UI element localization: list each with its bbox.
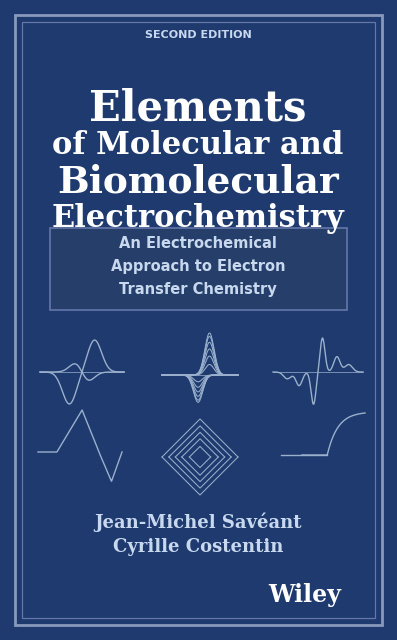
Text: Electrochemistry: Electrochemistry xyxy=(52,202,344,234)
Text: An Electrochemical: An Electrochemical xyxy=(119,236,277,250)
Bar xyxy=(22,22,375,618)
Text: Jean-Michel Savéant: Jean-Michel Savéant xyxy=(94,512,302,532)
Text: Elements: Elements xyxy=(89,87,307,129)
Bar xyxy=(50,228,347,310)
Text: Wiley: Wiley xyxy=(268,583,341,607)
Text: Cyrille Costentin: Cyrille Costentin xyxy=(113,538,283,556)
Text: of Molecular and: of Molecular and xyxy=(52,129,344,161)
Text: Transfer Chemistry: Transfer Chemistry xyxy=(119,282,277,296)
Text: Biomolecular: Biomolecular xyxy=(57,163,339,200)
Text: SECOND EDITION: SECOND EDITION xyxy=(145,30,251,40)
Text: Approach to Electron: Approach to Electron xyxy=(111,259,285,273)
